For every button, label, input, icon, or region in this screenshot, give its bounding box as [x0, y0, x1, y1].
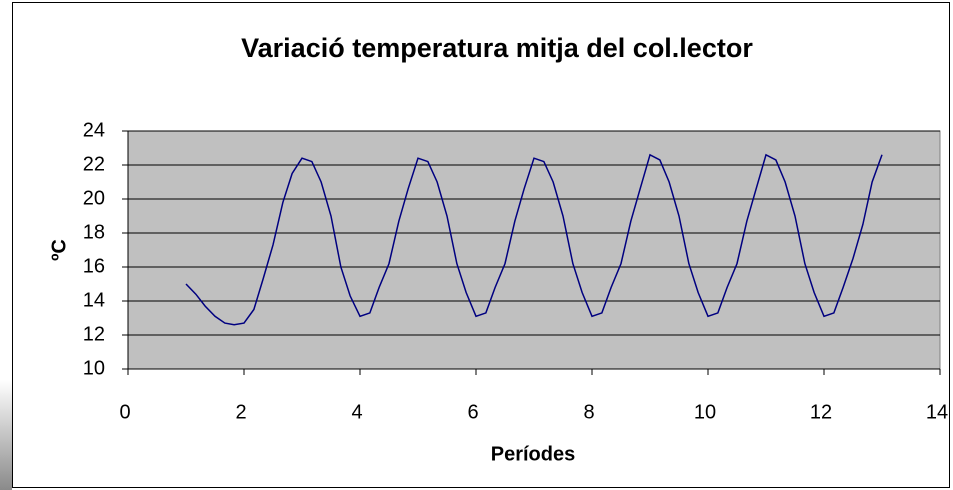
- x-tick-label: 4: [351, 401, 362, 423]
- x-axis-label: Períodes: [491, 443, 575, 465]
- x-tick-label: 0: [119, 401, 130, 423]
- x-tick-label: 14: [926, 401, 948, 423]
- chart-title: Variació temperatura mitja del col.lecto…: [241, 33, 753, 63]
- y-tick-label: 20: [83, 187, 105, 209]
- shadow: [0, 380, 12, 490]
- plot-area: [127, 130, 941, 370]
- y-tick-label: 10: [83, 357, 105, 379]
- x-tick-label: 10: [694, 401, 716, 423]
- y-axis-label: ºC: [48, 239, 70, 261]
- y-tick-label: 24: [83, 119, 105, 141]
- x-tick-label: 8: [583, 401, 594, 423]
- y-tick-label: 12: [83, 323, 105, 345]
- y-tick-label: 18: [83, 221, 105, 243]
- x-tick-label: 12: [810, 401, 832, 423]
- y-tick-label: 14: [83, 289, 105, 311]
- y-tick-label: 16: [83, 255, 105, 277]
- y-tick-label: 22: [83, 153, 105, 175]
- x-tick-label: 2: [235, 401, 246, 423]
- data-line: [185, 153, 883, 326]
- x-tick-label: 6: [467, 401, 478, 423]
